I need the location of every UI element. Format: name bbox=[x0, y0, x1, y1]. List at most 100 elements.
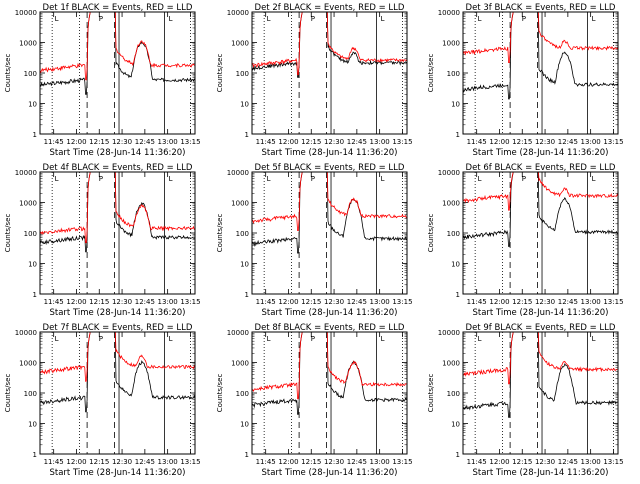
plot-frame bbox=[39, 11, 196, 135]
x-tick-label: 13:15 bbox=[180, 298, 200, 306]
y-tick-label: 10000 bbox=[438, 169, 460, 177]
x-tick-label: 12:45 bbox=[347, 138, 367, 146]
x-tick-label: 12:30 bbox=[324, 138, 344, 146]
x-tick-label: 11:45 bbox=[44, 298, 64, 306]
y-tick-label: 10 bbox=[28, 421, 37, 429]
panel-title: Det 9f BLACK = Events, RED = LLD bbox=[466, 323, 616, 333]
marker-letter: L bbox=[381, 175, 385, 183]
x-tick-label: 12:45 bbox=[347, 298, 367, 306]
y-tick-label: 1000 bbox=[19, 360, 37, 368]
x-tick-label: 12:00 bbox=[489, 298, 509, 306]
x-tick-label: 12:00 bbox=[278, 298, 298, 306]
marker-letter: P bbox=[311, 175, 315, 183]
marker-letter: L bbox=[478, 335, 482, 343]
plot-frame bbox=[39, 331, 196, 455]
y-tick-label: 10 bbox=[28, 261, 37, 269]
plot-frame bbox=[462, 331, 619, 455]
y-tick-label: 10000 bbox=[15, 169, 37, 177]
marker-letter: L bbox=[267, 335, 271, 343]
x-axis-label: Start Time (28-Jun-14 11:36:20) bbox=[50, 308, 186, 318]
marker-letter: P bbox=[99, 335, 103, 343]
x-axis-label: Start Time (28-Jun-14 11:36:20) bbox=[473, 468, 609, 478]
y-tick-label: 1 bbox=[33, 131, 37, 139]
marker-letter: L bbox=[169, 335, 173, 343]
y-tick-label: 100 bbox=[447, 230, 460, 238]
x-tick-label: 13:15 bbox=[603, 458, 623, 466]
plot-frame bbox=[462, 171, 619, 295]
marker-letter: P bbox=[522, 335, 526, 343]
y-tick-label: 1000 bbox=[231, 200, 249, 208]
x-tick-label: 12:00 bbox=[489, 458, 509, 466]
marker-letter: L bbox=[169, 175, 173, 183]
marker-letter: L bbox=[592, 335, 596, 343]
y-tick-label: 1000 bbox=[442, 200, 460, 208]
marker-letter: P bbox=[311, 15, 315, 23]
lld-trace bbox=[252, 12, 407, 76]
y-tick-label: 10 bbox=[451, 101, 460, 109]
marker-letter: L bbox=[169, 15, 173, 23]
panel-title: Det 6f BLACK = Events, RED = LLD bbox=[466, 163, 616, 173]
x-axis-label: Start Time (28-Jun-14 11:36:20) bbox=[50, 468, 186, 478]
x-tick-label: 11:45 bbox=[44, 138, 64, 146]
plot-frame bbox=[251, 331, 408, 455]
marker-letter: L bbox=[592, 175, 596, 183]
x-tick-label: 12:30 bbox=[535, 298, 555, 306]
y-axis-label: Counts/sec bbox=[427, 374, 435, 413]
y-tick-label: 1 bbox=[245, 451, 249, 459]
panel-title: Det 2f BLACK = Events, RED = LLD bbox=[255, 3, 405, 13]
y-tick-label: 10 bbox=[240, 421, 249, 429]
x-tick-label: 13:00 bbox=[370, 458, 390, 466]
y-tick-label: 10 bbox=[240, 101, 249, 109]
x-tick-label: 12:15 bbox=[301, 298, 321, 306]
x-tick-label: 13:00 bbox=[581, 458, 601, 466]
x-tick-label: 12:15 bbox=[89, 458, 109, 466]
marker-letter: L bbox=[381, 335, 385, 343]
events-trace bbox=[463, 332, 618, 418]
lld-trace bbox=[463, 172, 618, 211]
events-trace bbox=[252, 172, 407, 254]
panel-title: Det 7f BLACK = Events, RED = LLD bbox=[43, 323, 193, 333]
detector-panel: Det 5f BLACK = Events, RED = LLD Counts/s… bbox=[216, 163, 413, 318]
x-tick-label: 12:15 bbox=[512, 138, 532, 146]
plot-frame bbox=[251, 171, 408, 295]
y-tick-label: 1 bbox=[456, 131, 460, 139]
x-tick-label: 13:00 bbox=[370, 138, 390, 146]
y-tick-label: 1000 bbox=[19, 200, 37, 208]
trace-group bbox=[40, 12, 195, 95]
x-tick-label: 12:30 bbox=[324, 298, 344, 306]
x-tick-label: 13:00 bbox=[158, 298, 178, 306]
x-tick-label: 12:00 bbox=[278, 138, 298, 146]
y-tick-label: 1000 bbox=[231, 40, 249, 48]
y-tick-label: 100 bbox=[236, 70, 249, 78]
x-tick-label: 12:45 bbox=[135, 298, 155, 306]
x-tick-label: 12:45 bbox=[135, 458, 155, 466]
x-tick-label: 13:00 bbox=[581, 138, 601, 146]
x-tick-label: 12:30 bbox=[112, 458, 132, 466]
panel-title: Det 1f BLACK = Events, RED = LLD bbox=[43, 3, 193, 13]
detector-panel: Det 4f BLACK = Events, RED = LLD Counts/s… bbox=[4, 163, 201, 318]
x-tick-label: 11:45 bbox=[467, 138, 487, 146]
marker-letter: L bbox=[478, 175, 482, 183]
x-tick-label: 12:15 bbox=[301, 458, 321, 466]
trace-group bbox=[40, 332, 195, 413]
y-tick-label: 1000 bbox=[231, 360, 249, 368]
lld-trace bbox=[463, 12, 618, 63]
y-axis-label: Counts/sec bbox=[216, 214, 224, 253]
plot-frame bbox=[251, 11, 408, 135]
y-tick-label: 1 bbox=[245, 291, 249, 299]
events-trace bbox=[40, 12, 195, 95]
y-axis-label: Counts/sec bbox=[427, 214, 435, 253]
x-tick-label: 12:15 bbox=[89, 138, 109, 146]
events-trace bbox=[40, 172, 195, 253]
y-tick-label: 10000 bbox=[227, 169, 249, 177]
x-tick-label: 12:30 bbox=[535, 138, 555, 146]
x-tick-label: 12:45 bbox=[558, 458, 578, 466]
panel-title: Det 5f BLACK = Events, RED = LLD bbox=[255, 163, 405, 173]
y-tick-label: 100 bbox=[24, 70, 37, 78]
y-tick-label: 10 bbox=[240, 261, 249, 269]
plot-frame bbox=[462, 11, 619, 135]
marker-letter: P bbox=[99, 15, 103, 23]
marker-letter: L bbox=[55, 15, 59, 23]
x-tick-label: 11:45 bbox=[256, 458, 276, 466]
